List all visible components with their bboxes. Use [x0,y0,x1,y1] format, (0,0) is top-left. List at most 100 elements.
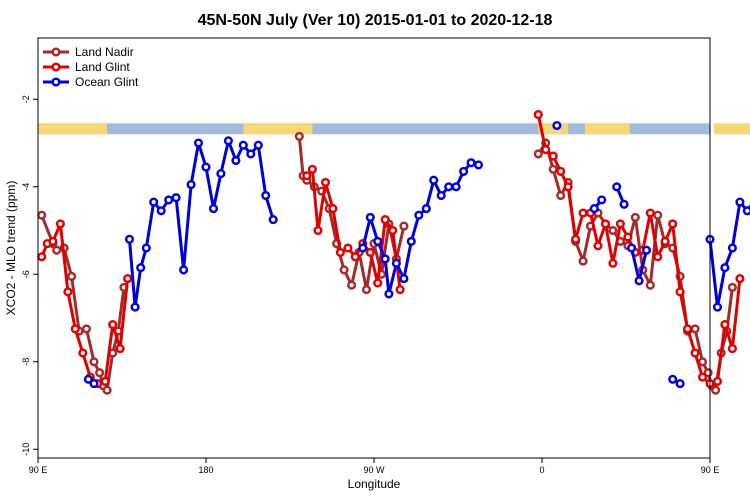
land-glint-point [307,164,317,174]
land-glint-point [548,151,558,161]
y-tick-label-0: -2 [21,95,31,103]
land-nadir-point [556,190,566,201]
land-glint-line-1 [305,167,402,290]
land-glint-point [600,219,611,229]
ocean-glint-point [231,155,241,166]
ocean-glint-point [380,254,390,264]
ocean-glint-point [466,158,476,168]
ocean-glint-point [391,258,401,268]
ocean-glint-point [720,263,730,273]
land-band-3 [584,123,630,135]
land-nadir-point [95,368,105,378]
x-axis-label: Longitude [348,477,401,491]
land-glint-point [388,225,398,236]
land-glint-point [735,274,745,284]
ocean-glint-point [473,160,484,170]
ocean-glint-point [619,199,629,209]
ocean-glint-point [149,197,159,207]
ocean-glint-point [124,234,135,244]
chart-title: 45N-50N July (Ver 10) 2015-01-01 to 2020… [198,12,553,29]
land-nadir-point [339,265,349,275]
land-glint-point [608,258,618,268]
land-nadir-point [37,210,47,220]
ocean-glint-line-1 [128,139,275,309]
land-band-0 [38,123,108,135]
x-tick-label-0: 90 E [29,465,48,475]
ocean-glint-point [136,263,146,273]
ocean-glint-point [141,243,151,253]
land-glint-point [313,225,323,236]
land-nadir-point [52,245,62,255]
land-glint-point [720,320,730,330]
ocean-glint-point [358,243,368,253]
ocean-glint-point [216,169,226,179]
ocean-glint-point [164,195,174,205]
land-glint-point [328,204,338,214]
land-nadir-point [711,385,721,395]
land-glint-point [395,285,405,295]
legend-label-land-nadir: Land Nadir [75,45,134,59]
ocean-glint-point [451,182,461,192]
y-axis: -2 -4 -6 -8 -10 [21,95,38,456]
land-glint-point [541,145,551,155]
land-nadir-point [399,221,409,231]
land-nadir-point [697,357,708,367]
ocean-glint-point [612,182,622,192]
land-glint-point [675,287,685,297]
y-tick-label-4: -10 [21,443,31,456]
land-glint-point [645,208,655,218]
land-band-4 [713,123,750,135]
land-nadir-line-1 [297,136,406,292]
land-glint-point [563,182,573,192]
ocean-glint-point [406,236,416,246]
ocean-glint-point [742,206,750,216]
ocean-glint-point [193,138,204,148]
ocean-glint-point [552,120,562,131]
ocean-glint-point [83,374,93,384]
land-ocean-band [38,123,750,135]
ocean-glint-point [668,374,678,384]
land-glint-point [302,171,312,181]
land-glint-point [365,247,375,257]
land-band-2 [538,123,569,135]
land-glint-point [63,287,73,297]
land-glint-point [660,236,670,246]
y-axis-label: XCO2 - MLO trend (ppm) [4,181,18,316]
land-nadir-point [67,271,77,281]
x-tick-label-2: 90 W [363,465,385,475]
land-glint-point [653,252,663,262]
land-nadir-point [653,210,663,220]
ocean-glint-point [414,210,424,220]
y-tick-label-2: -6 [21,270,31,278]
ocean-glint-point [201,162,211,172]
land-glint-point [578,208,588,218]
land-glint-point [373,278,383,288]
x-tick-label-4: 90 E [701,465,720,475]
ocean-glint-point [429,175,439,185]
x-tick-label-1: 180 [198,465,213,475]
legend-marker-land-nadir [51,47,61,57]
ocean-glint-point [238,140,248,150]
land-glint-point [623,232,633,242]
ocean-glint-point [384,289,394,299]
land-glint-point [556,166,566,176]
land-glint-point [668,219,678,229]
ocean-glint-point [373,236,383,246]
ocean-glint-point [171,193,181,203]
ocean-glint-point [627,243,637,253]
ocean-glint-point [641,245,652,255]
ocean-glint-point [208,204,219,214]
ocean-glint-point [365,212,375,222]
series-layer [37,110,750,395]
legend-label-land-glint: Land Glint [75,60,130,74]
land-nadir-point [727,282,737,292]
y-tick-label-1: -4 [21,183,31,191]
land-glint-point [335,247,345,257]
land-nadir-point [294,131,304,141]
land-glint-point [727,344,737,354]
ocean-glint-point [712,302,723,312]
ocean-glint-point [459,166,469,176]
y-tick-label-3: -8 [21,358,31,366]
